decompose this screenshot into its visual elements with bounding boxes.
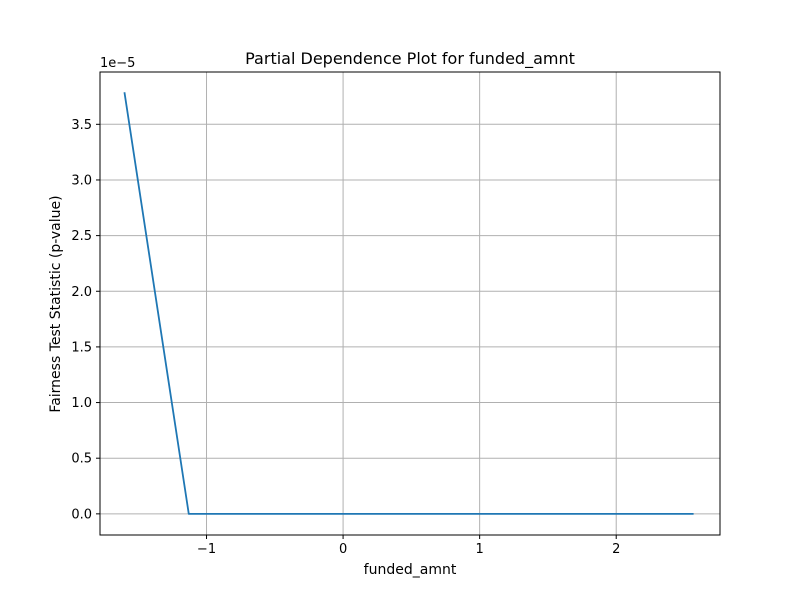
y-tick-label: 0.5: [71, 452, 92, 467]
y-tick-label: 2.5: [71, 229, 92, 244]
y-tick-label: 2.0: [71, 285, 92, 300]
tick-layer: −1 0 1 2 0.0 0.5 1.0 1.5 2.0 2.5 3.0 3.5: [71, 118, 620, 557]
y-tick-label: 1.5: [71, 340, 92, 355]
plot-area: [100, 72, 720, 535]
x-axis-label: funded_amnt: [364, 562, 457, 578]
series-line-0: [123, 92, 694, 515]
y-axis-label: Fairness Test Statistic (p-value): [48, 195, 64, 412]
y-tick-label: 0.0: [71, 507, 92, 522]
y-tick-label: 1.0: [71, 396, 92, 411]
x-tick-label: 0: [339, 542, 347, 557]
plot-frame: [99, 71, 721, 536]
y-tick-label: 3.5: [71, 118, 92, 133]
x-tick-label: 2: [612, 542, 620, 557]
series-layer: [123, 92, 694, 515]
y-tick-label: 3.0: [71, 173, 92, 188]
grid-lines: [100, 72, 720, 535]
chart-title: Partial Dependence Plot for funded_amnt: [245, 49, 575, 69]
x-tick-label: 1: [476, 542, 484, 557]
x-tick-label: −1: [197, 542, 216, 557]
y-axis-offset-label: 1e−5: [100, 56, 135, 71]
